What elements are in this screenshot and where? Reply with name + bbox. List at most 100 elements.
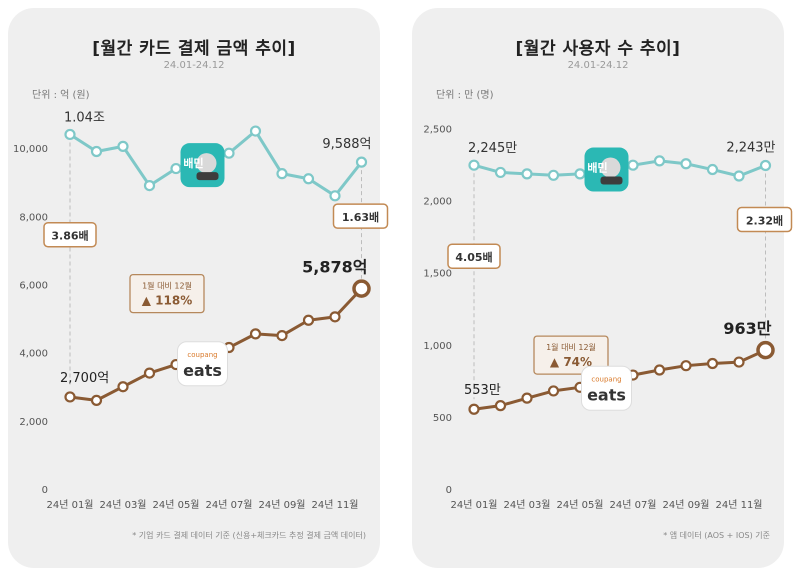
ratio-label: 1.63배: [342, 210, 379, 224]
data-point: [706, 357, 719, 370]
coupang-logo-big-text: eats: [183, 361, 222, 380]
y-tick-label: 4,000: [19, 349, 48, 360]
y-tick-label: 1,000: [423, 341, 452, 352]
data-point: [64, 391, 76, 403]
scooter-icon: [600, 176, 623, 185]
chart-footnote: * 기업 카드 결제 데이터 기준 (신용+체크카드 추정 결제 금액 데이터): [132, 531, 366, 540]
x-tick-label: 24년 03월: [503, 499, 550, 511]
growth-value: ▲ 118%: [142, 294, 192, 308]
unit-label: 단위 : 만 (명): [436, 90, 494, 101]
rider-helmet-icon: [600, 157, 621, 178]
ratio-label: 2.32배: [746, 213, 783, 227]
data-point: [733, 356, 745, 368]
y-tick-label: 2,000: [19, 417, 48, 428]
ratio-box: [332, 203, 389, 229]
data-point: [276, 329, 288, 342]
data-point: [680, 158, 692, 170]
y-tick-label: 10,000: [13, 144, 48, 155]
data-point: [249, 125, 262, 137]
last-value-label: 963만: [723, 319, 771, 338]
first-value-label: 2,700억: [60, 371, 109, 386]
first-value-label: 553만: [464, 383, 501, 398]
data-point: [494, 400, 507, 412]
data-point: [302, 173, 315, 185]
scooter-icon: [196, 172, 219, 181]
ratio-box: [447, 243, 501, 269]
data-point: [249, 328, 262, 340]
x-tick-label: 24년 11월: [311, 499, 358, 511]
ratio-label: 3.86배: [51, 229, 88, 243]
users-line-chart: 0 500 1,000 1,500 2,000 2,500 24년 01월 24년 03월 24…: [423, 124, 793, 511]
data-point: [759, 159, 772, 172]
y-tick-label: 2,500: [423, 124, 452, 135]
x-tick-label: 24년 09월: [258, 499, 305, 511]
data-point: [756, 340, 775, 360]
coupang-logo-small-text: coupang: [187, 351, 217, 359]
chart-subtitle: 24.01-24.12: [567, 60, 629, 71]
data-point: [574, 168, 586, 180]
data-point: [64, 128, 76, 141]
data-point: [117, 381, 129, 393]
data-point: [90, 145, 103, 158]
data-point: [355, 156, 368, 168]
y-tick-label: 2,000: [423, 197, 452, 208]
last-value-label: 2,243만: [726, 140, 775, 155]
data-point: [329, 190, 341, 202]
chart-subtitle: 24.01-24.12: [163, 60, 225, 71]
growth-caption: 1월 대비 12월: [142, 281, 192, 291]
data-point: [117, 140, 129, 152]
x-tick-label: 24년 03월: [99, 499, 146, 511]
data-point: [276, 168, 288, 180]
data-point: [706, 163, 719, 176]
data-point: [90, 394, 103, 406]
data-point: [170, 162, 182, 175]
y-tick-label: 1,500: [423, 269, 452, 280]
users-chart-card: [월간 사용자 수 추이] 24.01-24.12 단위 : 만 (명) 0 50…: [412, 8, 793, 568]
x-tick-label: 24년 07월: [609, 499, 656, 511]
first-value-label: 1.04조: [64, 110, 105, 125]
y-tick-label: 8,000: [19, 212, 48, 223]
last-value-label: 5,878억: [302, 258, 367, 277]
data-point: [143, 179, 156, 192]
last-value-label: 9,588억: [322, 137, 371, 152]
x-tick-label: 24년 07월: [205, 499, 252, 511]
unit-label: 단위 : 억 (원): [32, 90, 90, 101]
baemin-logo-text: 배민: [183, 156, 203, 170]
x-tick-label: 24년 05월: [556, 499, 603, 511]
x-tick-label: 24년 05월: [152, 499, 199, 511]
data-point: [521, 392, 533, 404]
y-tick-label: 6,000: [19, 280, 48, 291]
y-tick-label: 0: [42, 485, 48, 496]
growth-callout-box: [533, 335, 609, 375]
data-point: [547, 169, 560, 181]
coupang-eats-logo-icon: [177, 341, 228, 387]
growth-value: ▲ 74%: [550, 355, 592, 369]
coupang-logo-small-text: coupang: [591, 375, 621, 383]
coupang-logo-big-text: eats: [587, 385, 626, 404]
baemin-logo-text: 배민: [587, 161, 607, 175]
first-value-label: 2,245만: [468, 141, 517, 156]
data-point: [733, 170, 745, 182]
data-point: [468, 403, 480, 415]
data-point: [302, 314, 315, 326]
data-point: [653, 364, 666, 376]
coupang-eats-logo-icon: [581, 365, 632, 411]
x-tick-label: 24년 01월: [46, 499, 93, 511]
chart-title: [월간 사용자 수 추이]: [515, 39, 681, 59]
x-tick-label: 24년 01월: [450, 499, 497, 511]
chart-title: [월간 카드 결제 금액 추이]: [92, 39, 296, 59]
data-point: [680, 360, 692, 372]
data-point: [223, 147, 235, 159]
payment-line-chart: 0 2,000 4,000 6,000 8,000 10,000 24년 01월 24년 03…: [13, 110, 389, 511]
growth-callout-box: [129, 273, 205, 314]
y-tick-label: 500: [433, 413, 452, 424]
growth-caption: 1월 대비 12월: [546, 342, 596, 352]
ratio-box: [43, 221, 97, 248]
chart-footnote: * 앱 데이터 (AOS + IOS) 기준: [663, 531, 770, 540]
x-tick-label: 24년 09월: [662, 499, 709, 511]
data-point: [521, 168, 533, 180]
data-point: [468, 159, 480, 171]
x-tick-label: 24년 11월: [715, 499, 762, 511]
payment-chart-card: [월간 카드 결제 금액 추이] 24.01-24.12 단위 : 억 (원) …: [8, 8, 389, 568]
data-point: [329, 311, 341, 323]
